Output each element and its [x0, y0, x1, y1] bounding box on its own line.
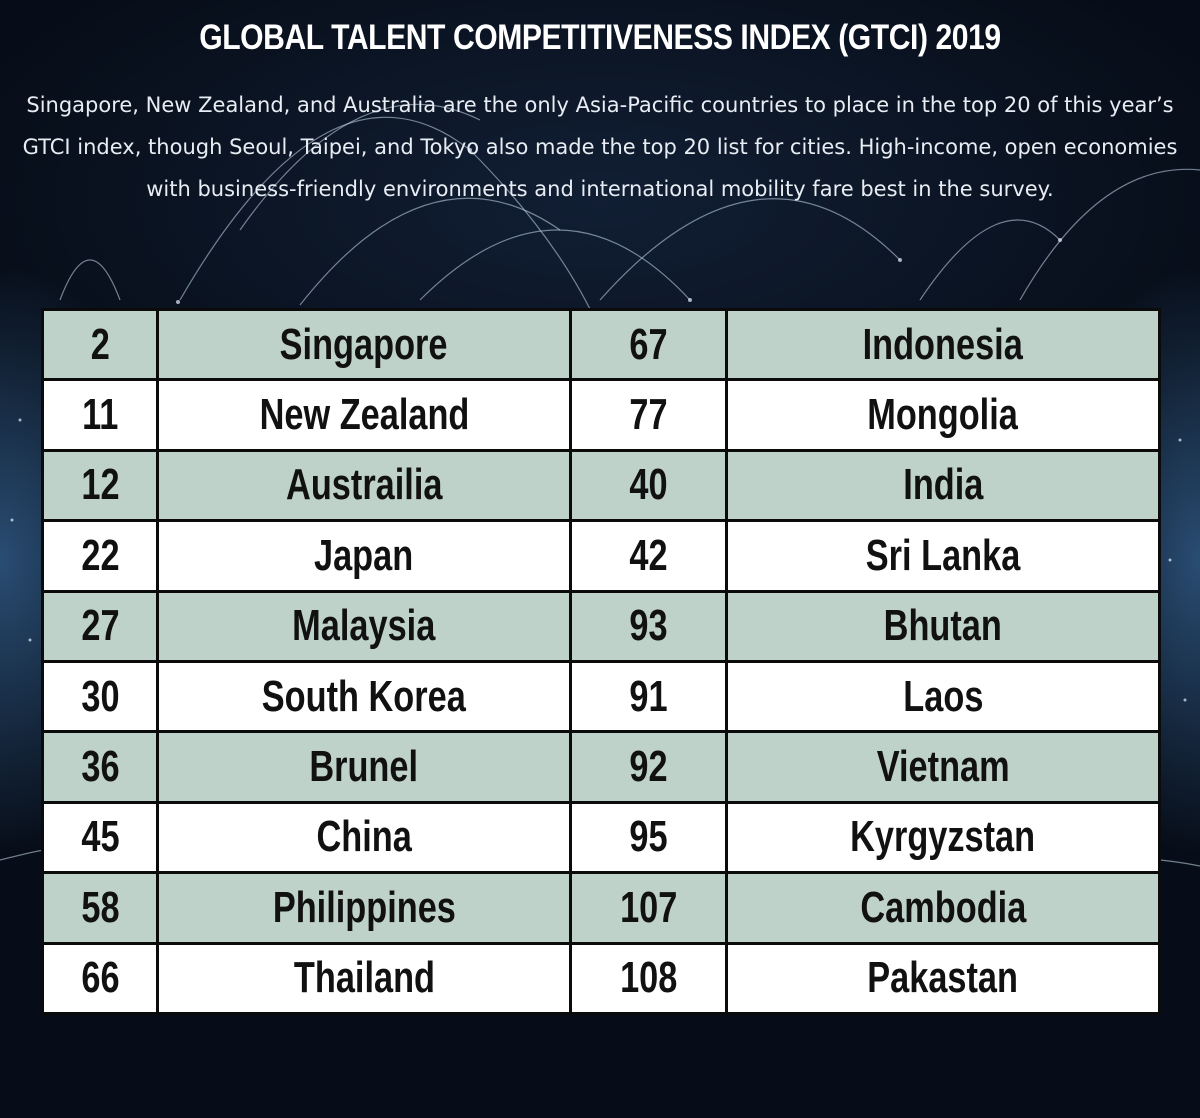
rank-cell: 66 [44, 944, 156, 1012]
country-cell: Pakastan [728, 944, 1158, 1012]
page-title: GLOBAL TALENT COMPETITIVENESS INDEX (GTC… [199, 18, 1001, 57]
table-row: 27 Malaysia 93 Bhutan [44, 592, 1158, 660]
rank-cell: 45 [44, 803, 156, 872]
table-row: 12 Austrailia 40 India [44, 451, 1158, 520]
rank-cell: 27 [44, 592, 156, 660]
country-cell: New Zealand [159, 381, 569, 449]
rank-cell: 22 [44, 522, 156, 590]
country-cell: Sri Lanka [728, 522, 1158, 590]
country-cell: Singapore [159, 311, 569, 379]
country-cell: Austrailia [159, 451, 569, 520]
table-row: 22 Japan 42 Sri Lanka [44, 522, 1158, 590]
table-row: 58 Philippines 107 Cambodia [44, 874, 1158, 942]
ranking-table: 2 Singapore 67 Indonesia 11 New Zealand … [41, 308, 1161, 1015]
rank-cell: 11 [44, 381, 156, 449]
rank-cell: 95 [572, 803, 725, 872]
country-cell: Indonesia [728, 311, 1158, 379]
rank-cell: 93 [572, 592, 725, 660]
rank-cell: 107 [572, 874, 725, 942]
country-cell: Brunel [159, 733, 569, 801]
country-cell: South Korea [159, 662, 569, 731]
rank-cell: 77 [572, 381, 725, 449]
table-row: 66 Thailand 108 Pakastan [44, 944, 1158, 1012]
table-row: 30 South Korea 91 Laos [44, 662, 1158, 731]
country-cell: Bhutan [728, 592, 1158, 660]
rank-cell: 92 [572, 733, 725, 801]
country-cell: Thailand [159, 944, 569, 1012]
rank-cell: 40 [572, 451, 725, 520]
country-cell: China [159, 803, 569, 872]
rank-cell: 2 [44, 311, 156, 379]
rank-cell: 91 [572, 662, 725, 731]
country-cell: Laos [728, 662, 1158, 731]
rank-cell: 67 [572, 311, 725, 379]
country-cell: Philippines [159, 874, 569, 942]
table-row: 45 China 95 Kyrgyzstan [44, 803, 1158, 872]
country-cell: Cambodia [728, 874, 1158, 942]
country-cell: Malaysia [159, 592, 569, 660]
country-cell: Mongolia [728, 381, 1158, 449]
rank-cell: 108 [572, 944, 725, 1012]
country-cell: Japan [159, 522, 569, 590]
table-row: 36 Brunel 92 Vietnam [44, 733, 1158, 801]
rank-cell: 36 [44, 733, 156, 801]
rank-cell: 42 [572, 522, 725, 590]
rank-cell: 58 [44, 874, 156, 942]
country-cell: Vietnam [728, 733, 1158, 801]
rank-cell: 12 [44, 451, 156, 520]
page-subtitle: Singapore, New Zealand, and Australia ar… [22, 93, 1178, 201]
table-row: 11 New Zealand 77 Mongolia [44, 381, 1158, 449]
table-row: 2 Singapore 67 Indonesia [44, 311, 1158, 379]
rank-cell: 30 [44, 662, 156, 731]
country-cell: Kyrgyzstan [728, 803, 1158, 872]
ranking-grid: 2 Singapore 67 Indonesia 11 New Zealand … [41, 308, 1161, 1015]
country-cell: India [728, 451, 1158, 520]
